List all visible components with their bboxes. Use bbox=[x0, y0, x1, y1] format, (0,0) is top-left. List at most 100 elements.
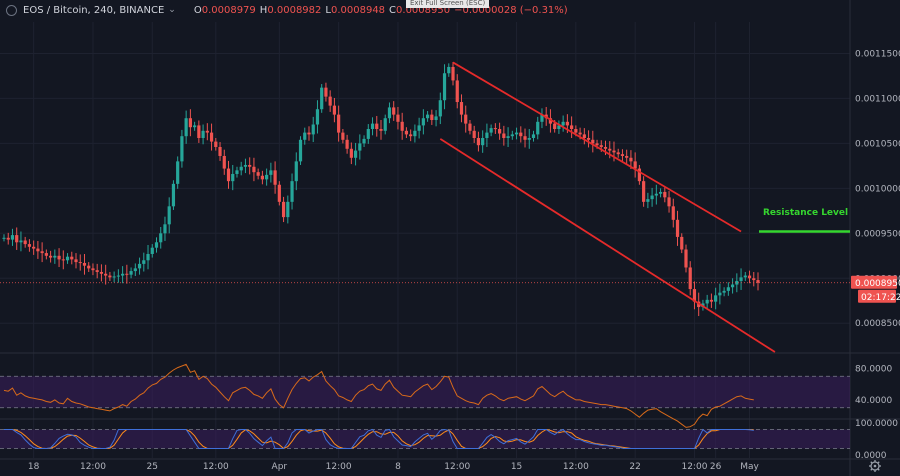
candle-body bbox=[298, 139, 303, 162]
change-value: −0.0000028 (−0.31%) bbox=[454, 4, 568, 16]
candle-body bbox=[485, 132, 489, 138]
candle-body bbox=[451, 66, 455, 81]
candle-body bbox=[688, 267, 692, 290]
candle-body bbox=[718, 292, 722, 296]
candle-body bbox=[180, 136, 184, 162]
time-tick-label: 26 bbox=[710, 462, 722, 472]
candle-body bbox=[743, 275, 747, 278]
candle-body bbox=[231, 173, 235, 182]
candle-body bbox=[565, 121, 569, 126]
candle-body bbox=[468, 123, 472, 131]
candle-body bbox=[256, 172, 260, 176]
oscillator-bands bbox=[0, 375, 850, 449]
candle-body bbox=[498, 129, 502, 134]
candle-body bbox=[91, 268, 95, 271]
candle-body bbox=[290, 181, 294, 202]
candle-body bbox=[684, 249, 688, 268]
candle-body bbox=[417, 125, 421, 131]
price-tick-label: 0.0009500 bbox=[855, 229, 900, 239]
stoch-tick-label: 0.0000 bbox=[855, 451, 887, 461]
band-fill bbox=[0, 429, 850, 449]
candle-body bbox=[188, 118, 192, 128]
candle-body bbox=[519, 132, 523, 137]
candle-body bbox=[476, 137, 481, 146]
candle-body bbox=[506, 136, 510, 138]
candle-body bbox=[137, 263, 142, 269]
candle-body bbox=[176, 161, 180, 184]
candle-body bbox=[570, 125, 574, 130]
resistance-level-label: Resistance Level bbox=[763, 208, 848, 218]
time-tick-label: 15 bbox=[511, 462, 522, 472]
candle-body bbox=[527, 137, 531, 140]
candle-body bbox=[557, 125, 561, 130]
candle-body bbox=[646, 199, 650, 202]
candle-body bbox=[366, 129, 370, 139]
candle-body bbox=[307, 132, 311, 135]
candle-body bbox=[578, 132, 582, 135]
candle-body bbox=[70, 256, 74, 260]
candle-body bbox=[87, 265, 91, 269]
candle-body bbox=[510, 134, 514, 137]
candle-body bbox=[57, 255, 61, 260]
candle-body bbox=[260, 175, 264, 180]
candle-body bbox=[19, 240, 23, 243]
candle-body bbox=[32, 246, 36, 249]
candle-body bbox=[413, 130, 417, 137]
chevron-down-icon[interactable]: ⌄ bbox=[168, 5, 176, 15]
close-label: C bbox=[389, 4, 397, 16]
candle-body bbox=[464, 114, 468, 124]
candle-body bbox=[235, 170, 239, 174]
candle-body bbox=[548, 118, 553, 124]
candle-body bbox=[146, 253, 150, 261]
candle-body bbox=[625, 155, 629, 158]
candle-body bbox=[239, 166, 243, 171]
high-label: H bbox=[259, 4, 268, 16]
candle-body bbox=[650, 195, 654, 200]
candle-body bbox=[379, 129, 383, 131]
candle-body bbox=[273, 170, 277, 185]
candle-body bbox=[6, 237, 10, 240]
stoch-k-line bbox=[4, 428, 754, 449]
candle-body bbox=[218, 146, 222, 156]
candle-body bbox=[142, 260, 146, 264]
candle-body bbox=[286, 201, 290, 218]
candle-body bbox=[205, 130, 209, 133]
candle-body bbox=[481, 137, 485, 146]
fullscreen-tooltip: Exit Full Screen (ESC) bbox=[406, 0, 490, 8]
candle-body bbox=[328, 96, 332, 106]
candle-body bbox=[400, 121, 404, 131]
candle-body bbox=[434, 116, 438, 121]
candle-body bbox=[603, 146, 608, 149]
candle-body bbox=[61, 259, 65, 261]
candle-body bbox=[36, 248, 40, 252]
candle-body bbox=[332, 105, 337, 115]
gear-icon-tooth bbox=[877, 461, 880, 464]
candle-body bbox=[663, 191, 667, 198]
countdown-label: 02:17:22 bbox=[861, 293, 900, 303]
candle-body bbox=[358, 143, 362, 151]
candle-body bbox=[265, 174, 269, 180]
candle-body bbox=[201, 130, 205, 138]
candle-body bbox=[15, 235, 19, 243]
candle-body bbox=[294, 161, 298, 182]
candle-body bbox=[531, 134, 536, 138]
candle-body bbox=[82, 262, 87, 266]
gear-icon[interactable] bbox=[869, 460, 881, 472]
candle-body bbox=[27, 244, 32, 247]
candle-body bbox=[739, 277, 743, 281]
candle-body bbox=[48, 255, 53, 258]
candle-body bbox=[642, 181, 646, 202]
candle-body bbox=[154, 242, 159, 248]
candle-body bbox=[658, 191, 663, 194]
candle-body bbox=[65, 256, 70, 261]
rsi-tick-label: 40.0000 bbox=[855, 396, 892, 406]
candle-body bbox=[375, 123, 379, 130]
candle-body bbox=[540, 114, 544, 122]
symbol-title[interactable]: EOS / Bitcoin, 240, BINANCE bbox=[23, 4, 165, 16]
candle-body bbox=[553, 123, 557, 130]
candle-body bbox=[680, 236, 684, 250]
time-tick-label: 25 bbox=[147, 462, 158, 472]
candle-body bbox=[472, 130, 476, 138]
gear-icon-tooth bbox=[870, 461, 873, 464]
